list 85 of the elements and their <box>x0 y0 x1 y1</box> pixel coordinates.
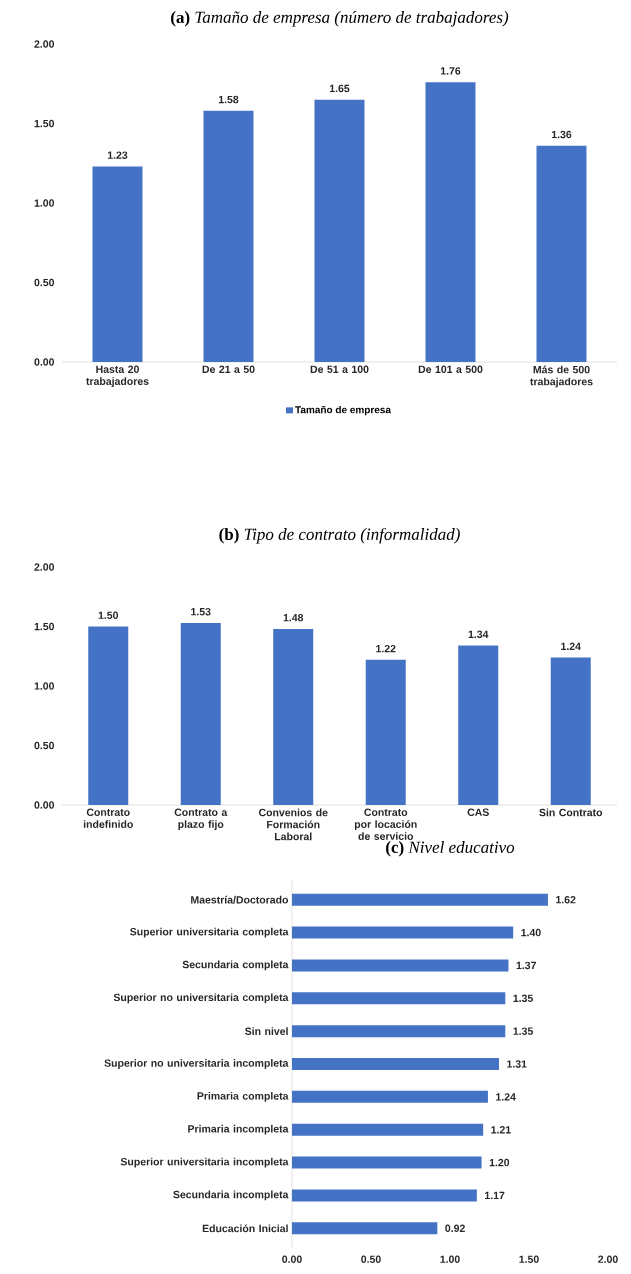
bar <box>292 1222 438 1235</box>
bar <box>314 99 365 363</box>
x-tick-label: 0.00 <box>282 1255 302 1263</box>
x-tick-label: Convenios de Formación Laboral <box>258 808 328 841</box>
bar <box>92 166 143 363</box>
y-tick-label: 1.50 <box>34 119 55 128</box>
data-label: 1.53 <box>191 607 211 616</box>
data-label: 1.50 <box>98 611 119 619</box>
data-label: 1.37 <box>516 961 536 970</box>
data-label: 0.92 <box>445 1224 465 1233</box>
y-tick-label: 0.50 <box>34 278 55 287</box>
bar <box>203 110 254 363</box>
y-tick-label: Superior universitaria completa <box>130 927 289 938</box>
y-tick-label: Secundaria incompleta <box>173 1190 289 1201</box>
y-tick-label: Sin nivel <box>244 1027 288 1036</box>
bar <box>292 959 509 972</box>
x-tick-label: De 21 a 50 <box>202 365 255 373</box>
data-label: 1.58 <box>218 95 239 104</box>
y-tick-label: Secundaria completa <box>182 960 289 971</box>
y-tick-label: 1.00 <box>34 199 55 207</box>
y-tick-label: Primaria completa <box>197 1091 289 1102</box>
x-tick-label: 1.50 <box>519 1255 539 1263</box>
y-tick-label: 2.00 <box>34 40 55 48</box>
x-tick-label: CAS <box>467 808 489 816</box>
data-label: 1.22 <box>376 644 396 653</box>
x-tick-label: 0.50 <box>361 1255 381 1263</box>
x-tick-label: Más de 500 trabajadores <box>530 365 593 388</box>
bar <box>292 893 548 906</box>
y-tick-label: 0.00 <box>34 801 55 809</box>
x-tick-label: Sin Contrato <box>539 808 603 817</box>
data-label: 1.20 <box>489 1158 510 1167</box>
x-tick-label: Contrato a plazo fijo <box>174 808 228 831</box>
bar <box>292 1123 484 1136</box>
y-tick-label: 0.00 <box>34 358 55 366</box>
bar <box>180 622 221 806</box>
bar <box>550 657 591 806</box>
x-tick-label: 1.00 <box>440 1255 460 1263</box>
bar <box>365 659 406 806</box>
bar <box>458 645 499 806</box>
y-tick-label: 2.00 <box>34 563 55 571</box>
x-tick-label: Contrato por locación de servicio <box>354 808 417 840</box>
bar <box>292 1090 488 1103</box>
x-tick-label: De 101 a 500 <box>418 365 483 373</box>
y-tick-label: 0.50 <box>34 741 55 750</box>
data-label: 1.48 <box>283 613 304 622</box>
chart-title: (c) Nivel educativo <box>386 841 515 857</box>
x-tick-label: De 51 a 100 <box>310 365 369 373</box>
data-label: 1.23 <box>107 151 128 159</box>
bar <box>536 145 587 363</box>
data-label: 1.21 <box>491 1126 511 1134</box>
data-label: 1.24 <box>561 642 581 650</box>
legend-label: Tamaño de empresa <box>295 405 392 416</box>
bar <box>273 628 314 806</box>
bar <box>292 1058 499 1070</box>
y-tick-label: Superior no universitaria incompleta <box>104 1059 289 1069</box>
bar <box>292 992 506 1005</box>
y-tick-label: 1.50 <box>34 622 55 631</box>
data-label: 1.24 <box>496 1093 516 1101</box>
bar <box>88 626 129 806</box>
x-tick-label: Hasta 20 trabajadores <box>86 365 149 388</box>
data-label: 1.36 <box>551 130 572 139</box>
y-tick-label: Educación Inicial <box>202 1224 288 1233</box>
x-tick-label: Contrato indefinido <box>83 808 133 828</box>
data-label: 1.40 <box>521 928 541 937</box>
data-label: 1.35 <box>513 1027 533 1035</box>
data-label: 1.65 <box>329 84 350 93</box>
chart-title: (b) Tipo de contrato (informalidad) <box>219 527 460 544</box>
data-label: 1.34 <box>468 630 489 639</box>
y-tick-label: Superior universitaria incompleta <box>120 1157 289 1168</box>
y-tick-label: Maestría/Doctorado <box>191 895 289 904</box>
data-label: 1.17 <box>485 1191 505 1200</box>
data-label: 1.35 <box>513 994 533 1003</box>
chart-title: (a) Tamaño de empresa (número de trabajadores) <box>171 11 509 27</box>
x-tick-label: 2.00 <box>598 1255 618 1263</box>
bar <box>292 1025 506 1038</box>
y-tick-label: Superior no universitaria completa <box>113 993 289 1004</box>
bar <box>292 926 514 939</box>
y-tick-label: Primaria incompleta <box>188 1124 289 1135</box>
data-label: 1.62 <box>556 896 576 904</box>
data-label: 1.76 <box>440 67 461 75</box>
data-label: 1.31 <box>507 1060 527 1068</box>
bar <box>292 1189 477 1202</box>
bar <box>292 1156 482 1169</box>
bar <box>425 82 476 363</box>
y-tick-label: 1.00 <box>34 682 55 690</box>
